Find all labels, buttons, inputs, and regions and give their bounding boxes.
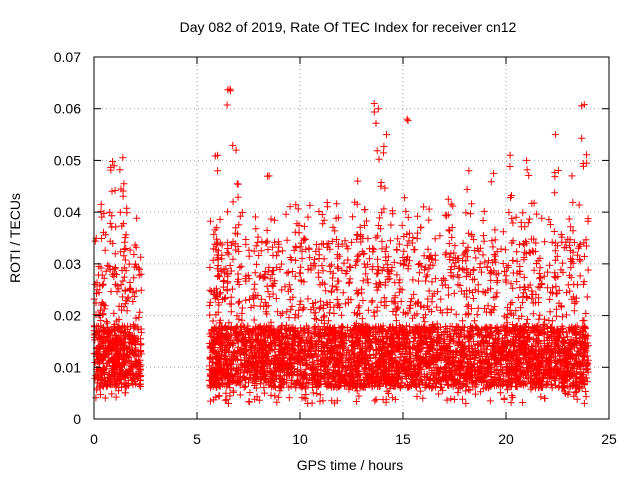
- y-tick-label: 0.06: [54, 101, 81, 117]
- axis-ticks: [93, 56, 610, 420]
- plot-frame: [93, 56, 610, 420]
- y-tick-label: 0.05: [54, 152, 81, 168]
- x-tick-label: 25: [601, 431, 617, 447]
- chart-title: Day 082 of 2019, Rate Of TEC Index for r…: [180, 19, 517, 35]
- data-points: [90, 85, 592, 407]
- x-tick-label: 10: [292, 431, 308, 447]
- x-axis-label: GPS time / hours: [297, 457, 404, 473]
- gridlines: [94, 57, 609, 419]
- x-tick-labels: 0 5 10 15 20 25: [90, 431, 617, 447]
- x-tick-label: 20: [498, 431, 514, 447]
- y-tick-label: 0: [73, 411, 81, 427]
- series-cn12-points: [90, 85, 592, 407]
- x-tick-label: 5: [193, 431, 201, 447]
- y-tick-label: 0.04: [54, 204, 81, 220]
- y-tick-label: 0.03: [54, 256, 81, 272]
- y-tick-label: 0.01: [54, 359, 81, 375]
- y-axis-label: ROTI / TECUs: [7, 193, 23, 283]
- y-tick-label: 0.02: [54, 308, 81, 324]
- x-tick-label: 0: [90, 431, 98, 447]
- y-tick-labels: 0 0.01 0.02 0.03 0.04 0.05 0.06 0.07: [54, 49, 81, 427]
- x-tick-label: 15: [395, 431, 411, 447]
- y-tick-label: 0.07: [54, 49, 81, 65]
